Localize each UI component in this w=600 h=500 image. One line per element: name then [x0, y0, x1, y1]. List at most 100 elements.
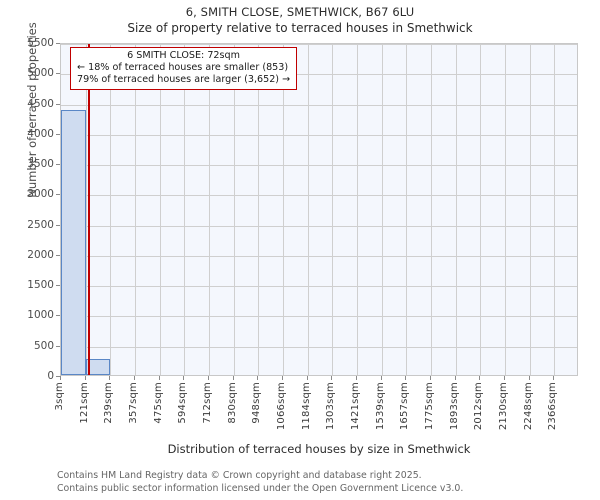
y-gridline	[61, 134, 577, 136]
x-axis-tick	[60, 376, 61, 380]
x-axis-tick	[380, 376, 382, 380]
x-gridline	[283, 44, 284, 375]
x-axis-tick	[504, 376, 505, 380]
x-axis-tick	[479, 376, 481, 380]
y-gridline	[61, 44, 577, 45]
footer-line-1: Contains HM Land Registry data © Crown c…	[57, 470, 422, 481]
x-gridline	[455, 44, 457, 375]
x-gridline	[381, 44, 383, 375]
y-axis-tick-label: 3000	[27, 188, 54, 201]
x-axis-tick	[306, 376, 308, 380]
y-gridline	[61, 74, 577, 76]
y-axis-tick	[56, 345, 60, 347]
y-axis-tick-label: 1500	[27, 279, 54, 292]
y-axis-tick	[56, 73, 60, 75]
x-axis-tick	[134, 376, 135, 380]
y-gridline	[61, 255, 577, 257]
x-axis-tick-label: 2248sqm	[522, 382, 534, 431]
y-gridline	[61, 316, 577, 318]
x-axis-tick	[232, 376, 234, 380]
x-gridline	[505, 44, 506, 375]
y-gridline	[61, 165, 577, 167]
x-gridline	[110, 44, 112, 375]
x-axis-tick	[183, 376, 185, 380]
x-gridline	[307, 44, 309, 375]
chart-subtitle: Size of property relative to terraced ho…	[127, 21, 473, 35]
annotation-line-3: 79% of terraced houses are larger (3,652…	[77, 73, 291, 85]
property-annotation-box: 6 SMITH CLOSE: 72sqm ← 18% of terraced h…	[70, 47, 298, 90]
x-axis-tick-label: 3sqm	[54, 382, 65, 411]
x-gridline	[258, 44, 260, 375]
y-axis-tick	[56, 133, 60, 135]
y-axis-tick	[56, 376, 60, 377]
x-axis-tick-label: 830sqm	[226, 382, 238, 424]
x-gridline	[554, 44, 556, 375]
y-axis-tick	[56, 43, 60, 44]
y-gridline	[61, 346, 577, 348]
x-axis-tick-label: 239sqm	[103, 382, 115, 424]
page-title: 6, SMITH CLOSE, SMETHWICK, B67 6LU	[185, 5, 415, 19]
y-axis-tick	[56, 224, 60, 226]
x-axis-tick-label: 1893sqm	[448, 382, 460, 431]
y-axis-tick-label: 4000	[27, 127, 54, 140]
y-gridline	[61, 286, 577, 288]
x-axis-tick-label: 594sqm	[177, 382, 189, 424]
x-axis-tick-label: 357sqm	[128, 382, 139, 424]
x-gridline	[480, 44, 482, 375]
histogram-bar	[85, 358, 111, 375]
x-axis-tick-label: 1657sqm	[399, 382, 411, 431]
x-axis-tick-label: 1066sqm	[276, 382, 287, 431]
y-axis-tick	[56, 285, 60, 287]
y-gridline	[61, 225, 577, 227]
x-gridline	[209, 44, 210, 375]
y-axis-tick-label: 4500	[27, 97, 54, 110]
y-axis-tick	[56, 164, 60, 166]
x-axis-tick	[528, 376, 530, 380]
annotation-line-1: 6 SMITH CLOSE: 72sqm	[127, 50, 240, 61]
x-gridline	[135, 44, 136, 375]
y-gridline	[61, 104, 577, 106]
x-axis-tick-label: 1775sqm	[424, 382, 435, 431]
footer-attribution: Contains HM Land Registry data © Crown c…	[57, 470, 577, 495]
x-gridline	[233, 44, 235, 375]
x-axis-tick-label: 121sqm	[78, 382, 90, 424]
x-axis-tick	[454, 376, 456, 380]
x-gridline	[357, 44, 358, 375]
y-gridline	[61, 195, 577, 197]
x-axis-tick	[109, 376, 111, 380]
x-axis-tick	[331, 376, 333, 380]
x-axis-tick-label: 1539sqm	[374, 382, 386, 431]
x-axis-tick-label: 1303sqm	[325, 382, 337, 431]
y-axis-tick	[56, 254, 60, 256]
x-axis-tick	[430, 376, 431, 380]
y-axis-tick	[56, 103, 60, 105]
x-axis-tick	[553, 376, 555, 380]
y-axis-tick-label: 1000	[27, 309, 54, 322]
x-axis-tick	[282, 376, 283, 380]
x-axis-tick-label: 712sqm	[202, 382, 213, 424]
x-gridline	[85, 44, 87, 375]
x-axis-tick-label: 1421sqm	[350, 382, 361, 431]
y-axis-tick-label: 500	[33, 339, 54, 352]
x-axis-tick-label: 1184sqm	[300, 382, 312, 431]
x-gridline	[332, 44, 334, 375]
y-axis-tick	[56, 315, 60, 317]
x-gridline	[159, 44, 161, 375]
annotation-line-2: ← 18% of terraced houses are smaller (85…	[77, 61, 289, 73]
x-axis-tick	[208, 376, 209, 380]
x-axis-tick-label: 2130sqm	[498, 382, 509, 431]
x-axis-tick-label: 2366sqm	[547, 382, 559, 431]
y-axis-tick-label: 3500	[27, 158, 54, 171]
x-axis-tick	[158, 376, 160, 380]
x-axis-tick	[257, 376, 259, 380]
x-axis-tick	[356, 376, 357, 380]
property-marker-line	[88, 44, 91, 375]
y-axis-tick-label: 0	[47, 370, 54, 382]
x-axis-tick	[405, 376, 407, 380]
y-axis-tick-label: 2500	[27, 218, 54, 231]
y-axis-tick-label: 5000	[27, 67, 54, 80]
x-gridline	[431, 44, 432, 375]
y-axis-tick-label: 5500	[27, 37, 54, 49]
footer-line-2: Contains public sector information licen…	[57, 482, 464, 494]
